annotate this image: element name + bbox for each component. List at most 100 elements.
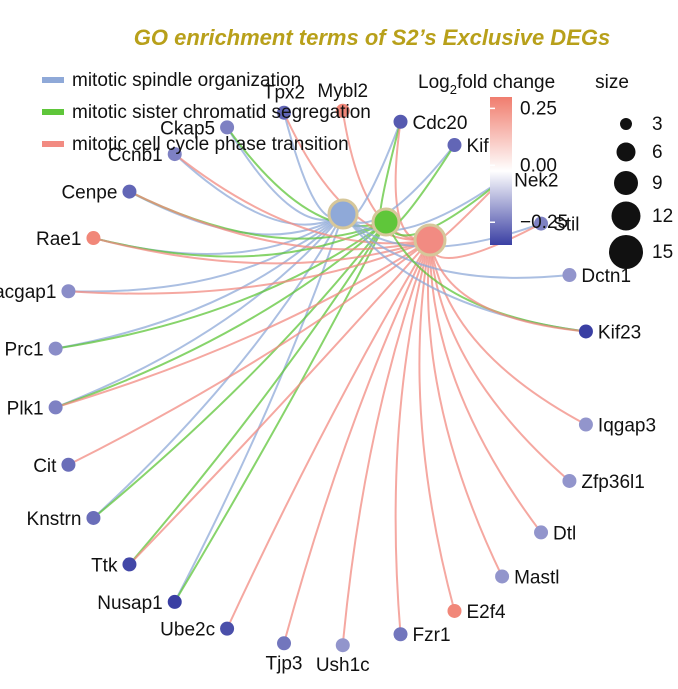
edge-chromatid-ttk [128,221,387,566]
size-legend-dot [616,142,636,162]
edge-transition-e2f4 [418,239,456,612]
size-legend-dot [620,118,632,130]
gene-node-plk1 [48,400,63,415]
term-node-transition [413,223,447,257]
gene-label: Dtl [553,523,576,544]
gene-node-tjp3 [277,636,292,651]
edge-transition-cenpe [129,190,431,251]
colorbar-gradient [490,97,512,245]
edge-transition-iqgap3 [429,239,587,426]
gene-label: Prc1 [5,340,44,361]
gene-label: Plk1 [7,398,44,419]
edge-spindle-knstrn [92,213,344,519]
gene-label: Ckap5 [160,118,215,139]
edge-transition-kif23 [429,239,587,333]
gene-label: Cenpe [61,183,117,204]
gene-label: Rae1 [36,229,81,250]
gene-node-kif11 [447,138,462,153]
edge-transition-ube2c [226,239,431,630]
gene-node-stil [534,216,549,231]
edge-chromatid-prc1 [55,221,387,350]
gene-node-mybl2 [335,103,350,118]
edge-transition-plk1 [55,239,431,409]
gene-label: Ush1c [316,655,370,676]
gene-label: Stil [553,215,579,236]
edge-chromatid-plk1 [55,221,387,409]
term-node-spindle [327,198,359,230]
gene-node-racgap1 [61,284,76,299]
gene-label: Ttk [91,555,118,576]
gene-label: Nusap1 [97,593,163,614]
gene-label: Kif23 [598,322,641,343]
gene-node-ckap5 [220,120,235,135]
gene-label: Tpx2 [263,83,305,104]
gene-node-e2f4 [447,603,462,618]
size-legend-value: 3 [652,114,663,135]
gene-node-tpx2 [277,105,292,120]
edge-transition-cit [67,239,431,466]
gene-label: Mybl2 [317,81,368,102]
size-legend-dot [614,171,638,195]
legend-label-spindle: mitotic spindle organization [72,70,301,91]
edge-spindle-ccnb1 [174,153,344,226]
gene-node-zfp36l1 [562,473,577,488]
gene-label: Ccnb1 [108,145,163,166]
edge-spindle-racgap1 [68,213,344,293]
gene-label: Racgap1 [0,282,56,303]
gene-node-dtl [534,525,549,540]
legend-label-chromatid: mitotic sister chromatid segregation [72,102,371,123]
chart-title: GO enrichment terms of S2’s Exclusive DE… [134,25,610,50]
size-legend-dot [609,235,643,269]
edge-spindle-dctn1 [342,213,570,279]
gene-node-mastl [495,569,510,584]
edge-chromatid-nusap1 [173,221,387,603]
edge-chromatid-knstrn [92,221,387,519]
colorbar-tick-label: 0.00 [520,155,557,176]
legend-label-transition: mitotic cell cycle phase transition [72,134,349,155]
gene-label: Dctn1 [581,266,631,287]
size-legend-value: 15 [652,242,673,263]
edge-transition-tpx2 [283,112,431,242]
size-legend-title: size [595,72,629,93]
gene-label: Fzr1 [413,625,451,646]
edge-transition-racgap1 [68,239,431,295]
size-legend-value: 9 [652,173,663,194]
gene-node-nusap1 [167,594,182,609]
gene-label: Iqgap3 [598,416,656,437]
size-legend-items: 3 6 9 12 15 [609,114,673,269]
term-legend: mitotic spindle organization mitotic sist… [42,70,371,155]
edge-spindle-nusap1 [173,213,344,603]
gene-label: Cdc20 [413,113,468,134]
edge-spindle-plk1 [55,213,344,409]
gene-node-dctn1 [562,268,577,283]
edge-chromatid-ckap5 [226,126,387,227]
gene-nodes-layer [48,103,593,653]
gene-node-kif23 [578,324,593,339]
edge-transition-mastl [426,239,503,577]
gene-label: Mastl [514,567,559,588]
colorbar-title: Log2fold change [418,72,555,97]
gene-node-ush1c [335,638,350,653]
colorbar-ticks: 0.25 0.00 −0.25 [490,98,568,233]
gene-node-knstrn [86,510,101,525]
gene-label: Tjp3 [266,653,303,674]
gene-node-ube2c [220,621,235,636]
gene-label: Zfp36l1 [581,472,644,493]
gene-node-prc1 [48,341,63,356]
edge-transition-fzr1 [394,239,431,635]
gene-label: Nek2 [514,171,558,192]
gene-label: Ube2c [160,620,215,641]
size-legend: size 3 6 9 12 15 [595,72,673,269]
edge-transition-ttk [128,239,431,566]
gene-node-rae1 [86,231,101,246]
gene-node-fzr1 [393,627,408,642]
term-node-chromatid [371,207,401,237]
gene-label: Knstrn [27,509,82,530]
colorbar-tick-label: 0.25 [520,98,557,119]
edge-spindle-prc1 [55,213,344,350]
size-legend-value: 12 [652,206,673,227]
edge-transition-zfp36l1 [429,239,571,482]
edges-layer [55,110,587,646]
